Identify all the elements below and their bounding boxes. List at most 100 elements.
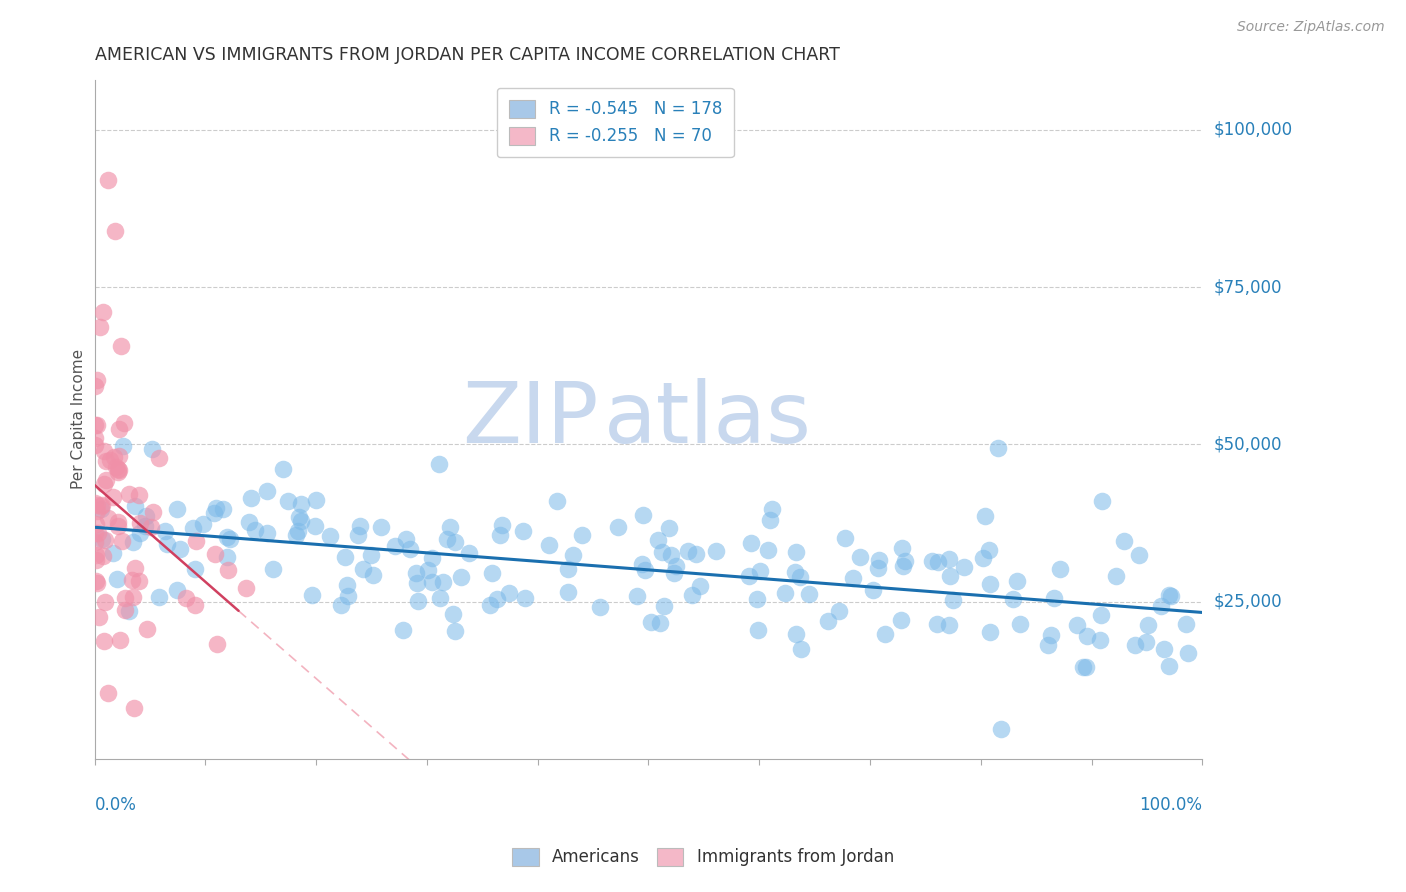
Point [1128, 548, 1150, 562]
Point [894, 554, 917, 568]
Point [799, 587, 821, 601]
Point [118, 604, 141, 618]
Point [1105, 569, 1128, 583]
Point [84, 516, 107, 531]
Point [105, 572, 128, 586]
Point [647, 533, 669, 547]
Text: $75,000: $75,000 [1213, 278, 1282, 296]
Point [218, 532, 240, 546]
Point [107, 462, 129, 476]
Point [406, 575, 429, 590]
Point [262, 561, 284, 575]
Text: AMERICAN VS IMMIGRANTS FROM JORDAN PER CAPITA INCOME CORRELATION CHART: AMERICAN VS IMMIGRANTS FROM JORDAN PER C… [94, 46, 839, 64]
Point [1036, 638, 1059, 652]
Point [84, 526, 107, 541]
Point [124, 499, 146, 513]
Point [938, 618, 960, 632]
Point [287, 524, 309, 538]
Point [891, 558, 914, 573]
Point [1074, 660, 1097, 674]
Point [938, 552, 960, 566]
Point [93, 634, 115, 648]
Point [1091, 494, 1114, 508]
Point [1114, 533, 1136, 548]
Point [1073, 660, 1095, 674]
Point [94, 595, 117, 609]
Point [103, 450, 125, 464]
Point [205, 637, 228, 651]
Point [166, 582, 188, 597]
Point [134, 518, 156, 533]
Point [640, 615, 662, 629]
Point [429, 591, 451, 606]
Point [84, 548, 107, 562]
Text: $25,000: $25,000 [1213, 592, 1282, 611]
Point [335, 549, 357, 564]
Point [235, 581, 257, 595]
Legend: Americans, Immigrants from Jordan: Americans, Immigrants from Jordan [505, 841, 901, 873]
Point [111, 439, 134, 453]
Point [83, 379, 105, 393]
Point [749, 564, 772, 578]
Point [432, 575, 454, 590]
Point [384, 540, 406, 554]
Point [546, 493, 568, 508]
Point [363, 567, 385, 582]
Point [392, 624, 415, 638]
Point [83, 534, 105, 549]
Point [406, 594, 429, 608]
Point [1153, 641, 1175, 656]
Point [290, 514, 312, 528]
Point [439, 520, 461, 534]
Point [942, 592, 965, 607]
Point [498, 585, 520, 599]
Point [86, 575, 108, 590]
Point [98, 452, 121, 467]
Point [93, 476, 115, 491]
Point [972, 550, 994, 565]
Point [166, 502, 188, 516]
Point [181, 521, 204, 535]
Point [97, 510, 120, 524]
Point [420, 575, 443, 590]
Point [153, 524, 176, 538]
Point [273, 461, 295, 475]
Point [256, 526, 278, 541]
Point [186, 533, 208, 548]
Point [191, 516, 214, 531]
Point [538, 538, 561, 552]
Point [122, 591, 145, 605]
Point [659, 549, 682, 563]
Point [94, 533, 117, 547]
Point [90, 500, 112, 514]
Point [399, 542, 422, 557]
Point [443, 624, 465, 639]
Point [93, 444, 115, 458]
Point [658, 521, 681, 535]
Point [97, 686, 120, 700]
Point [86, 373, 108, 387]
Point [277, 493, 299, 508]
Point [204, 547, 226, 561]
Point [117, 487, 139, 501]
Point [606, 520, 628, 534]
Point [1066, 618, 1088, 632]
Point [128, 526, 150, 541]
Point [761, 501, 783, 516]
Point [939, 569, 962, 583]
Point [84, 574, 107, 588]
Point [651, 545, 673, 559]
Point [352, 562, 374, 576]
Point [319, 528, 342, 542]
Point [828, 604, 851, 618]
Point [129, 516, 152, 531]
Point [436, 532, 458, 546]
Point [513, 591, 536, 605]
Point [135, 622, 157, 636]
Point [148, 451, 170, 466]
Point [205, 500, 228, 515]
Point [97, 173, 120, 187]
Point [84, 432, 107, 446]
Point [107, 465, 129, 479]
Text: 0.0%: 0.0% [94, 797, 136, 814]
